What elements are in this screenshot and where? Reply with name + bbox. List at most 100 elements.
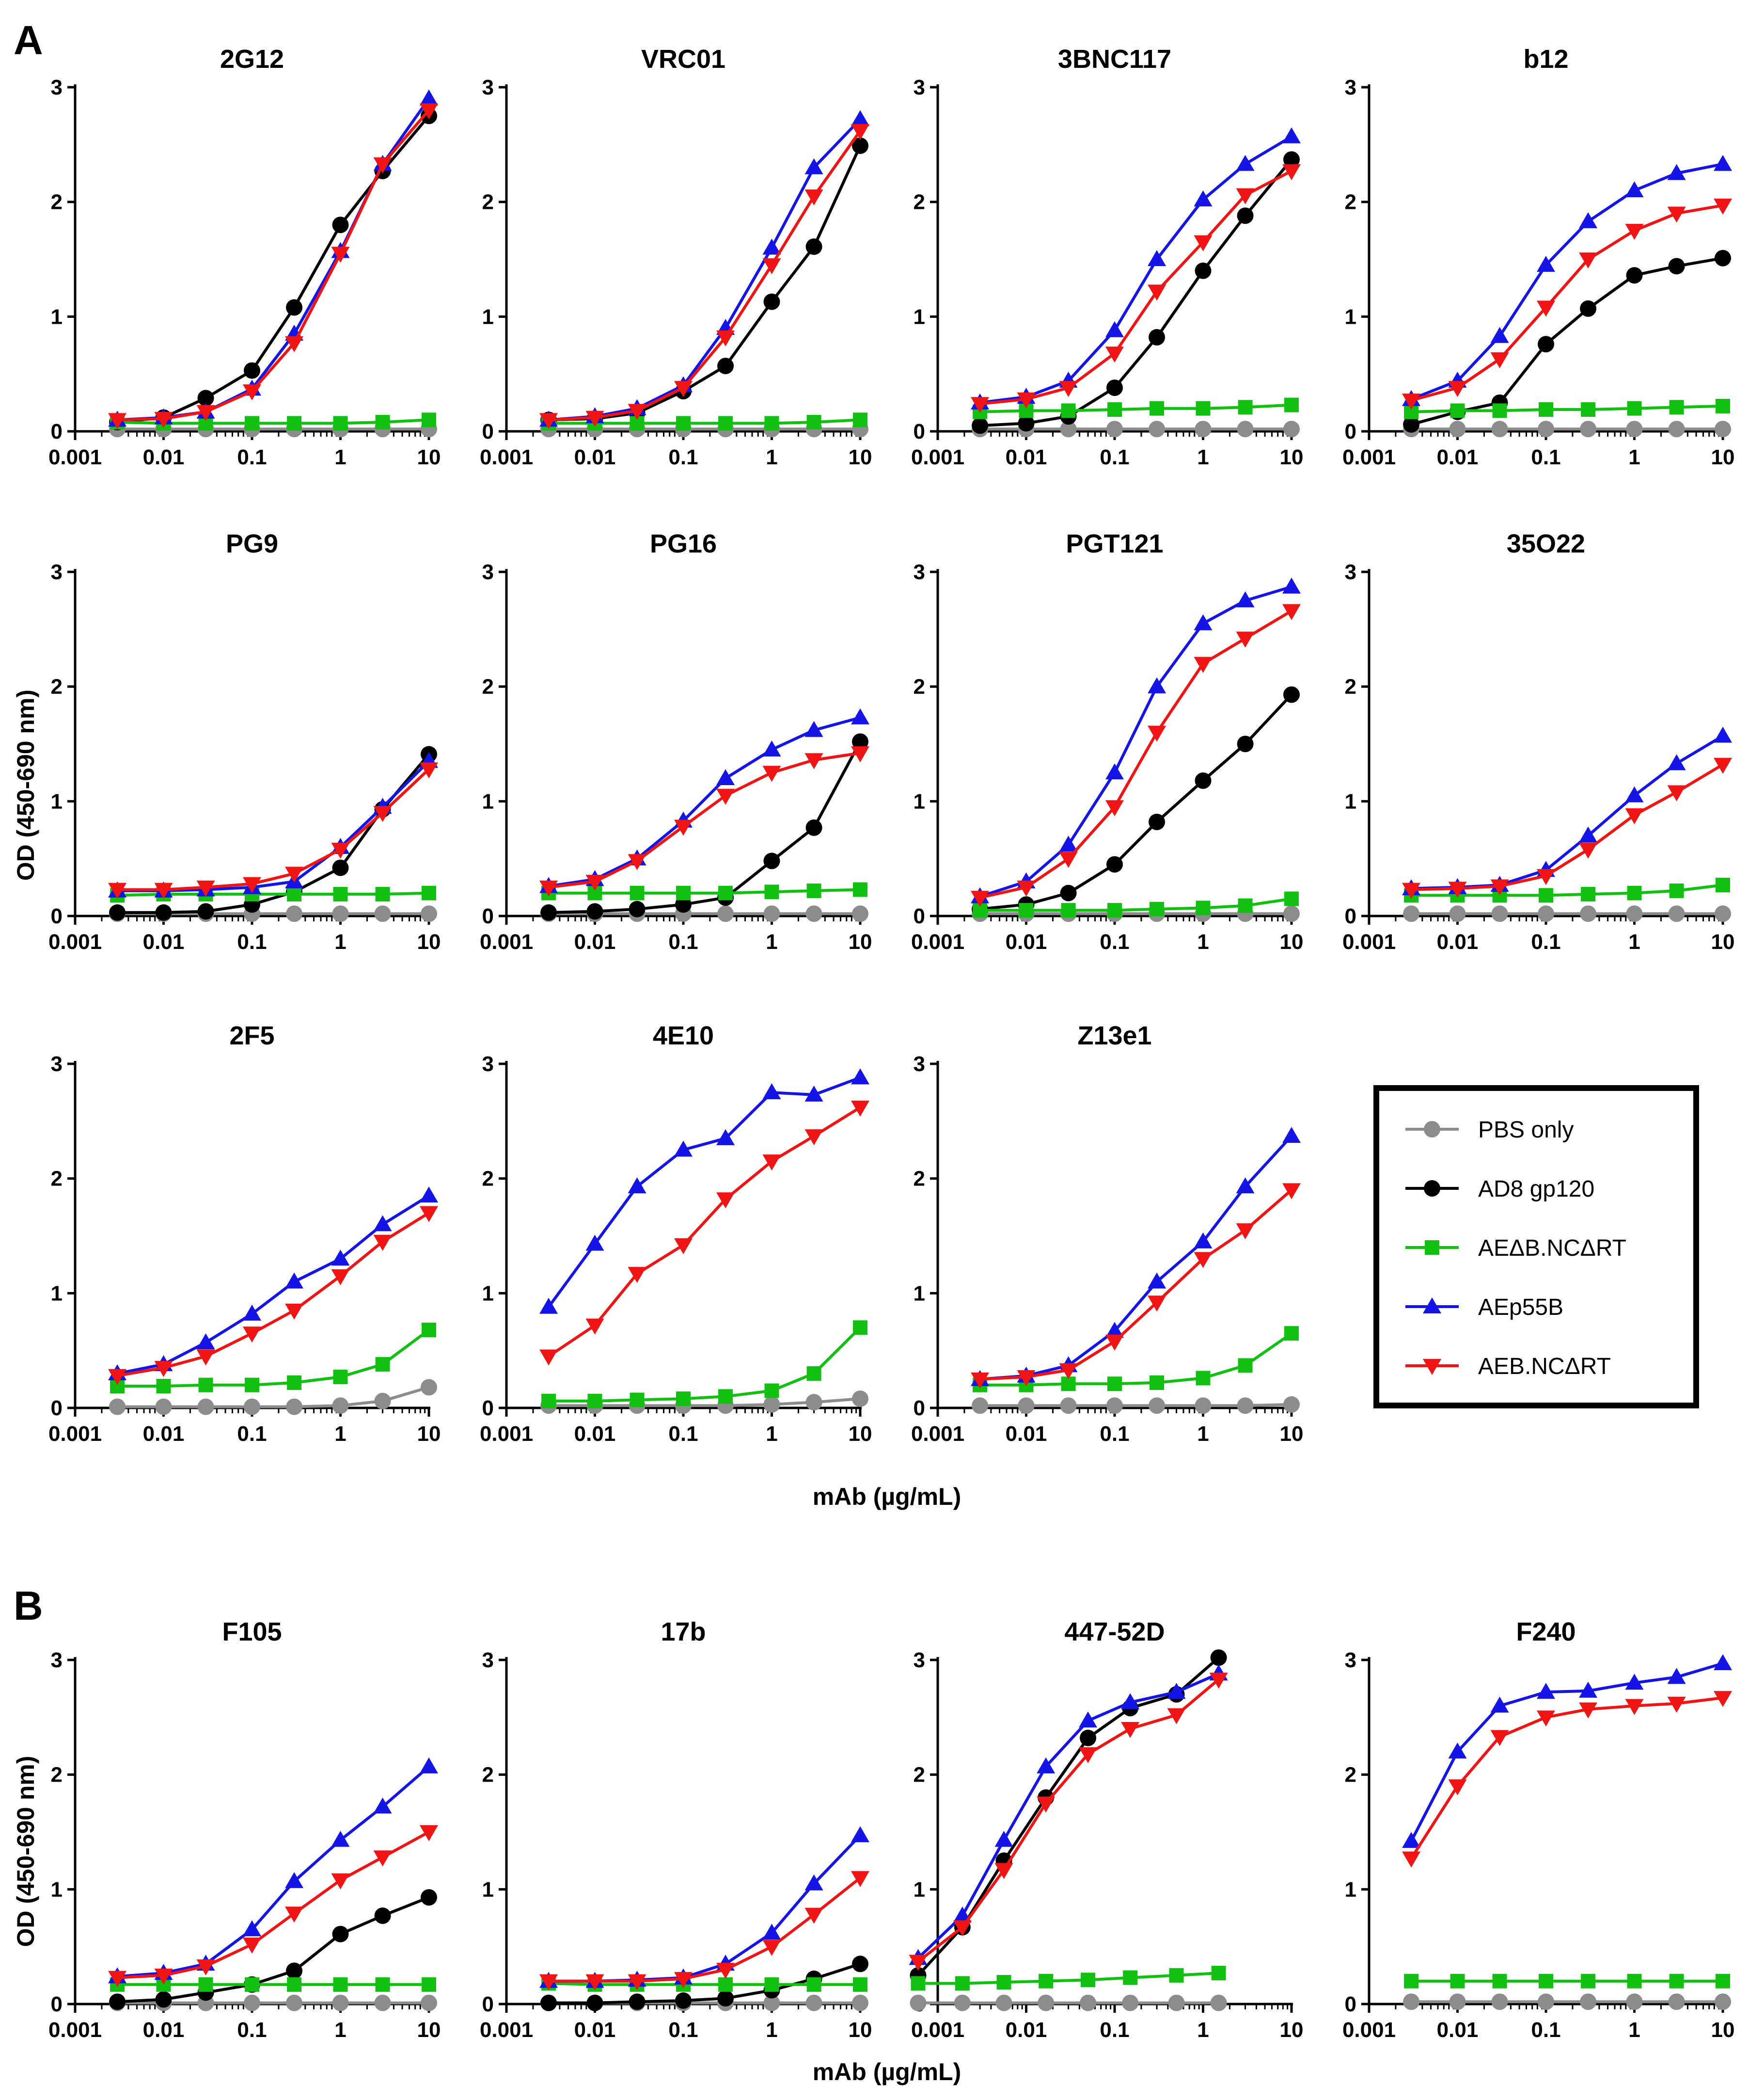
data-point (373, 1797, 392, 1814)
chart-b12: b12 0 1 2 3 0.001 0.01 0.1 1 10 (1342, 45, 1735, 469)
data-point (1283, 421, 1300, 438)
data-point (806, 1366, 821, 1381)
data-point (422, 885, 436, 900)
series-aep55b (539, 1068, 869, 1314)
y-tick-label: 3 (1345, 560, 1356, 584)
series-aedeltab-ncdeltart (1404, 1974, 1730, 1989)
data-point (676, 1391, 691, 1406)
data-point (1449, 905, 1466, 922)
data-point (1581, 887, 1596, 902)
data-point (674, 381, 693, 397)
data-point (1539, 888, 1553, 903)
data-point (1106, 421, 1123, 438)
x-tick-label: 0.1 (1100, 930, 1129, 954)
data-point (196, 405, 215, 421)
series-aep55b (108, 89, 438, 427)
data-point (674, 1140, 693, 1157)
data-point (1581, 402, 1596, 417)
data-point (1491, 1993, 1508, 2010)
data-point (331, 1249, 350, 1266)
x-tick-label: 10 (1711, 445, 1735, 469)
data-point (373, 157, 392, 174)
data-point (1539, 1974, 1553, 1989)
data-point (764, 884, 779, 900)
data-point (285, 1907, 304, 1923)
data-point (1059, 381, 1078, 397)
y-tick-label: 3 (482, 1648, 494, 1672)
data-point (853, 882, 867, 897)
chart-17b: 17b 0 1 2 3 0.001 0.01 0.1 1 10 (480, 1617, 872, 2042)
data-point (995, 1994, 1012, 2011)
data-point (1194, 1232, 1213, 1248)
series-aeb-ncdeltart (971, 1183, 1301, 1389)
data-point (804, 189, 823, 205)
data-point (1714, 155, 1732, 171)
series-line (1410, 162, 1724, 401)
series-aep55b (539, 1826, 869, 1988)
data-point (585, 1974, 604, 1990)
y-tick-label: 0 (482, 904, 494, 928)
y-tick-label: 3 (914, 1052, 925, 1076)
series-pbs-only (109, 1379, 437, 1415)
panel-label-a: A (14, 17, 43, 63)
series-aedeltab-ncdeltart (110, 1323, 436, 1394)
data-point (108, 1971, 127, 1987)
data-point (1236, 188, 1255, 205)
data-point (1669, 400, 1684, 415)
y-tick-label: 3 (914, 560, 925, 584)
x-tick-label: 10 (849, 445, 872, 469)
data-point (245, 1377, 259, 1392)
x-tick-label: 1 (766, 1422, 777, 1446)
series-aedeltab-ncdeltart (973, 891, 1299, 918)
data-point (1668, 1993, 1685, 2010)
data-point (852, 1994, 868, 2011)
data-point (1039, 1974, 1054, 1989)
y-tick-label: 0 (51, 1396, 63, 1420)
data-point (972, 417, 989, 434)
data-point (332, 1397, 349, 1414)
y-tick-label: 1 (1345, 789, 1356, 813)
data-point (1403, 1993, 1420, 2010)
data-point (1210, 1994, 1227, 2011)
data-point (1122, 1994, 1139, 2011)
y-tick-label: 0 (914, 1396, 925, 1420)
data-point (333, 1370, 348, 1385)
x-tick-label: 1 (1197, 2018, 1209, 2042)
data-point (198, 1977, 213, 1992)
data-point (1403, 416, 1420, 433)
data-point (154, 883, 173, 899)
data-point (1196, 401, 1211, 416)
data-point (1404, 1974, 1419, 1989)
data-point (154, 1968, 173, 1985)
data-point (852, 1390, 868, 1407)
legend-marker (1423, 1297, 1441, 1313)
data-point (286, 299, 303, 316)
data-point (1715, 1993, 1731, 2010)
series-line (916, 1678, 1220, 1963)
data-point (1714, 1654, 1732, 1671)
legend-marker (1424, 1121, 1440, 1137)
data-point (804, 753, 823, 770)
y-tick-label: 3 (51, 560, 63, 584)
data-point (1238, 400, 1253, 415)
chart-pg9: PG9 0 1 2 3 0.001 0.01 0.1 1 10 (48, 529, 441, 954)
data-point (1579, 253, 1598, 268)
chart-title: VRC01 (641, 45, 725, 74)
y-tick-label: 1 (482, 1878, 494, 1901)
data-point (1148, 677, 1166, 694)
y-tick-label: 2 (51, 675, 63, 699)
data-point (1167, 1708, 1186, 1724)
data-point (1492, 1974, 1507, 1989)
data-point (629, 1993, 646, 2010)
data-point (1668, 905, 1685, 922)
data-point (762, 1924, 781, 1940)
data-point (375, 415, 390, 430)
data-point (762, 1154, 781, 1171)
data-point (1037, 1757, 1056, 1774)
data-point (1194, 657, 1213, 673)
data-point (1150, 401, 1165, 416)
data-point (1149, 813, 1166, 830)
x-tick-label: 10 (849, 1422, 872, 1446)
y-tick-label: 2 (914, 675, 925, 699)
